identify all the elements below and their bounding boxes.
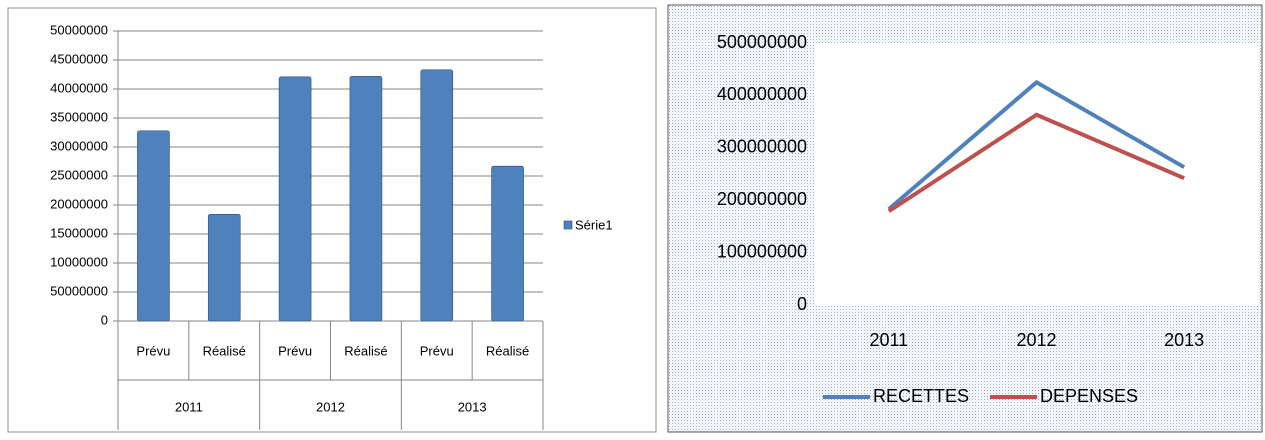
line-chart: 0 100000000 200000000 300000000 400000000 500… <box>667 4 1263 433</box>
x-tick-label: Réalisé <box>344 343 387 358</box>
legend-label: DEPENSES <box>1040 386 1138 406</box>
legend-label: RECETTES <box>873 386 969 406</box>
bar <box>420 69 454 322</box>
x-tick-label: Réalisé <box>203 343 246 358</box>
x-tick-label: Prévu <box>136 343 170 358</box>
x-tick-label: 2013 <box>1164 330 1204 350</box>
bar <box>137 130 170 322</box>
group-label: 2011 <box>175 399 203 414</box>
line <box>887 112 1185 213</box>
group-label: 2012 <box>316 399 345 414</box>
x-tick-label: Prévu <box>278 343 312 358</box>
legend-swatch <box>563 220 573 230</box>
y-tick-label: 10000000 <box>50 254 108 269</box>
y-tick-label: 30000000 <box>50 138 108 153</box>
plot-area <box>815 43 1258 305</box>
bar <box>207 213 241 322</box>
legend-label: Série1 <box>575 217 613 232</box>
y-tick-label: 0 <box>101 312 108 327</box>
bar-chart: 0 50000000 10000000 15000000 20000000 2500000… <box>7 7 657 433</box>
bar <box>278 76 312 322</box>
y-tick-label: 400000000 <box>717 84 807 104</box>
y-tick-label: 25000000 <box>50 167 108 182</box>
y-tick-label: 300000000 <box>717 137 807 157</box>
x-tick-label: 2012 <box>1016 330 1056 350</box>
y-tick-label: 45000000 <box>50 51 108 66</box>
y-tick-label: 35000000 <box>50 109 108 124</box>
line <box>887 79 1186 211</box>
bar <box>349 75 383 322</box>
y-tick-label: 40000000 <box>50 80 108 95</box>
chart-frame <box>7 7 657 433</box>
y-tick-label: 50000000 <box>50 283 108 298</box>
y-tick-label: 500000000 <box>717 32 807 52</box>
x-tick-label: Réalisé <box>486 343 529 358</box>
y-tick-label: 20000000 <box>50 196 108 211</box>
y-tick-label: 100000000 <box>717 241 807 261</box>
y-tick-label: 200000000 <box>717 189 807 209</box>
y-tick-label: 0 <box>797 294 807 314</box>
x-tick-label: 2011 <box>869 330 908 350</box>
x-tick-label: Prévu <box>420 343 454 358</box>
group-label: 2013 <box>458 399 487 414</box>
y-tick-label: 15000000 <box>50 225 108 240</box>
bar <box>491 165 524 322</box>
y-tick-label: 50000000 <box>50 22 108 37</box>
